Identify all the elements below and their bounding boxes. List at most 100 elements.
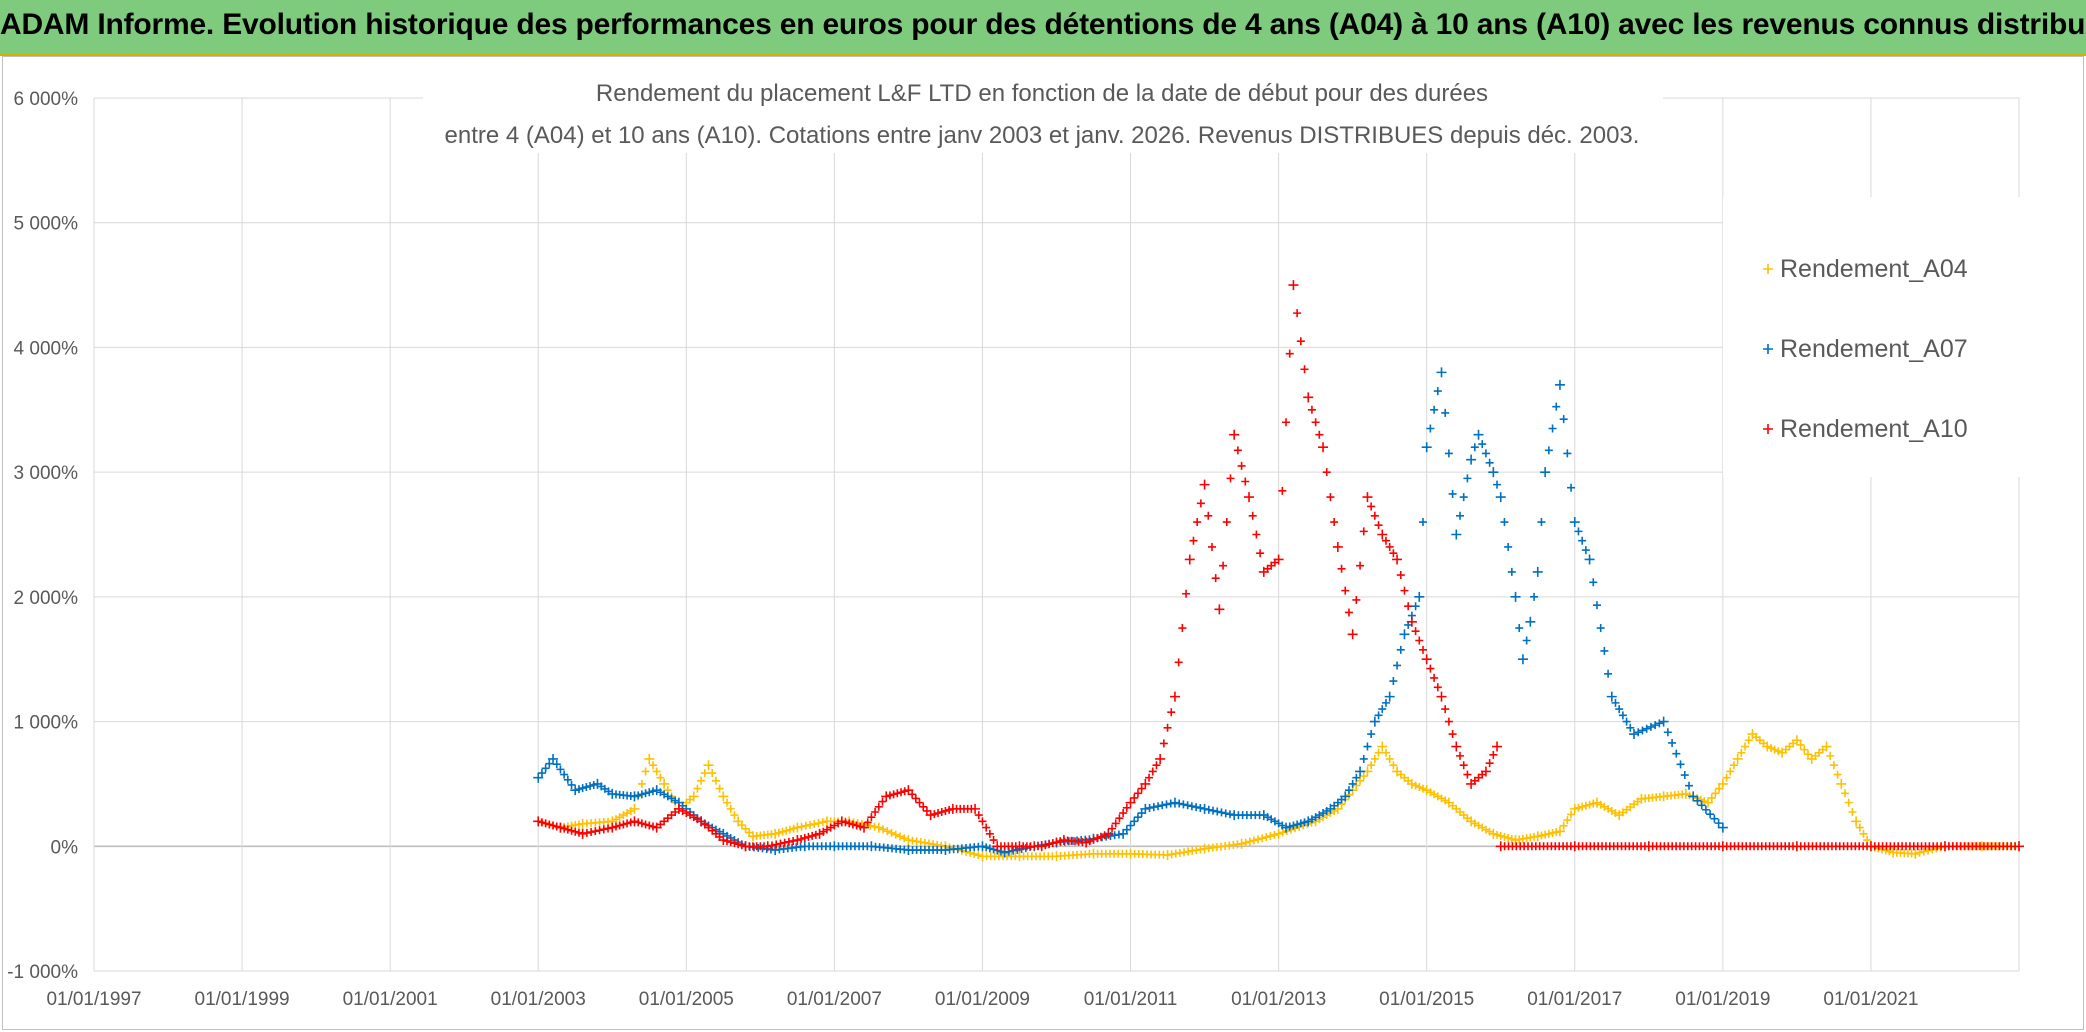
data-point-interp (1226, 474, 1235, 483)
data-point-interp (1130, 793, 1139, 802)
data-point-interp (1252, 530, 1261, 539)
data-point (1273, 554, 1284, 565)
data-point-interp (1478, 440, 1487, 449)
data-point-interp (1130, 817, 1139, 826)
data-point-interp (1581, 546, 1590, 555)
data-point-interp (1193, 518, 1202, 527)
data-point-interp (1285, 822, 1294, 831)
data-point-interp (1009, 846, 1018, 855)
data-point-interp (1381, 698, 1390, 707)
y-tick-label: 5 000% (14, 214, 79, 235)
data-point-interp (1611, 698, 1620, 707)
data-point-interp (1426, 424, 1435, 433)
data-point-interp (1567, 483, 1576, 492)
data-point-interp (1622, 717, 1631, 726)
data-point-interp (1651, 721, 1660, 730)
legend-label: Rendement_A07 (1780, 335, 1968, 363)
data-point-interp (1126, 821, 1135, 830)
data-point-interp (1441, 408, 1450, 417)
data-point-interp (1400, 586, 1409, 595)
data-point (1606, 691, 1617, 702)
data-point-interp (1182, 589, 1191, 598)
data-point-interp (789, 836, 798, 845)
data-point-interp (1204, 805, 1213, 814)
data-point-interp (1418, 784, 1427, 793)
data-point-interp (1663, 728, 1672, 737)
title-background (423, 63, 1663, 153)
data-point-interp (974, 811, 983, 820)
data-point-interp (745, 828, 754, 837)
data-point (1362, 492, 1373, 503)
data-point-interp (814, 819, 823, 828)
data-point-interp (930, 810, 939, 819)
data-point (1332, 541, 1343, 552)
data-point-interp (1552, 402, 1561, 411)
data-point-interp (626, 818, 635, 827)
data-point-interp (1145, 773, 1154, 782)
data-point (1377, 529, 1388, 540)
data-point-interp (1093, 834, 1102, 843)
data-point-interp (1722, 773, 1731, 782)
data-point-interp (1507, 567, 1516, 576)
data-point-interp (1848, 807, 1857, 816)
data-point-interp (1456, 751, 1465, 760)
data-point-interp (1167, 708, 1176, 717)
data-point-interp (915, 798, 924, 807)
y-tick-label: 3 000% (14, 463, 79, 484)
data-point-interp (1337, 564, 1346, 573)
data-point (1214, 604, 1225, 615)
data-point-interp (841, 818, 850, 827)
data-point-interp (1459, 761, 1468, 770)
data-point-interp (1919, 847, 1928, 856)
data-point (1414, 591, 1425, 602)
data-point-interp (1563, 449, 1572, 458)
chart-title-line-2: entre 4 (A04) et 10 ans (A10). Cotations… (445, 122, 1640, 149)
data-point-interp (1459, 493, 1468, 502)
data-point (1717, 822, 1728, 833)
data-point-interp (1415, 783, 1424, 792)
data-point-interp (808, 831, 817, 840)
data-point-interp (1137, 784, 1146, 793)
data-point-interp (1642, 724, 1651, 733)
data-point-interp (811, 830, 820, 839)
data-point-interp (1796, 740, 1805, 749)
data-point-interp (1296, 337, 1305, 346)
data-point-interp (1448, 489, 1457, 498)
data-point-interp (1048, 839, 1057, 848)
data-point-interp (1262, 833, 1271, 842)
data-point-interp (1668, 738, 1677, 747)
data-point-interp (1219, 561, 1228, 570)
data-point (1554, 379, 1565, 390)
data-point-interp (1915, 848, 1924, 857)
data-point-interp (1396, 571, 1405, 580)
data-point (1229, 429, 1240, 440)
data-point-interp (1493, 830, 1502, 839)
data-point-interp (656, 773, 665, 782)
data-point-interp (1289, 821, 1298, 830)
data-point-interp (1589, 799, 1598, 808)
data-point-interp (1448, 730, 1457, 739)
data-point-interp (1341, 586, 1350, 595)
data-point-interp (693, 784, 702, 793)
data-point-interp (1680, 771, 1689, 780)
data-point (1125, 797, 1136, 808)
data-point-interp (1841, 789, 1850, 798)
data-point-interp (1544, 829, 1553, 838)
data-point-interp (560, 824, 569, 833)
data-point-interp (1300, 365, 1309, 374)
data-point-interp (1833, 770, 1842, 779)
data-point-interp (856, 822, 865, 831)
data-point-interp (1578, 802, 1587, 811)
data-point-interp (780, 838, 789, 847)
data-point-interp (1266, 832, 1275, 841)
x-tick-label: 01/01/2017 (1527, 989, 1622, 1010)
data-point (1540, 467, 1551, 478)
data-point-interp (641, 789, 650, 798)
data-point-interp (1433, 387, 1442, 396)
data-point-interp (1374, 748, 1383, 757)
data-point (2014, 841, 2024, 852)
data-point (1473, 429, 1484, 440)
data-point-interp (878, 797, 887, 806)
data-point-interp (897, 788, 906, 797)
data-point-interp (1045, 840, 1054, 849)
